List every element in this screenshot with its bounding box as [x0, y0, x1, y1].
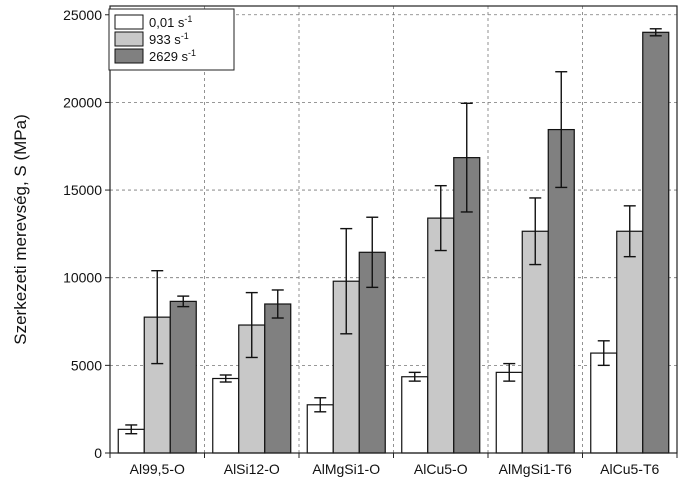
y-tick-label: 20000: [63, 94, 102, 110]
bar: [169, 300, 197, 454]
x-tick-label: AlMgSi1-O: [312, 461, 380, 477]
x-tick-label: AlSi12-O: [224, 461, 280, 477]
legend-label: 933 s-1: [149, 31, 189, 47]
bar: [427, 217, 455, 454]
y-tick-label: 25000: [63, 7, 102, 23]
legend-swatch: [114, 14, 144, 30]
legend-swatch: [114, 31, 144, 47]
x-tick-label: AlCu5-O: [414, 461, 468, 477]
x-tick-label: AlMgSi1-T6: [499, 461, 572, 477]
y-tick-label: 0: [94, 445, 102, 461]
x-tick-label: AlCu5-T6: [600, 461, 659, 477]
legend-swatch: [114, 48, 144, 64]
bar: [642, 31, 670, 454]
bar: [590, 352, 618, 454]
legend-label: 2629 s-1: [149, 48, 196, 64]
bar: [264, 303, 292, 454]
bar: [401, 376, 429, 454]
bar: [521, 230, 549, 454]
bar-layer: [117, 31, 670, 454]
y-tick-label: 15000: [63, 182, 102, 198]
tick-layer: 0 5000 10000 15000 20000 25000 Al99,5-O AlSi12-…: [63, 7, 678, 477]
y-tick-label: 5000: [71, 357, 102, 373]
bar: [495, 371, 523, 454]
bar: [212, 377, 240, 454]
error-layer: [125, 28, 662, 435]
bar: [616, 230, 644, 454]
grid-layer: [110, 6, 677, 453]
x-tick-label: Al99,5-O: [130, 461, 185, 477]
y-tick-label: 10000: [63, 270, 102, 286]
legend-label: 0,01 s-1: [149, 14, 192, 30]
y-axis-title: Szerkezeti merevség, S (MPa): [11, 114, 30, 345]
